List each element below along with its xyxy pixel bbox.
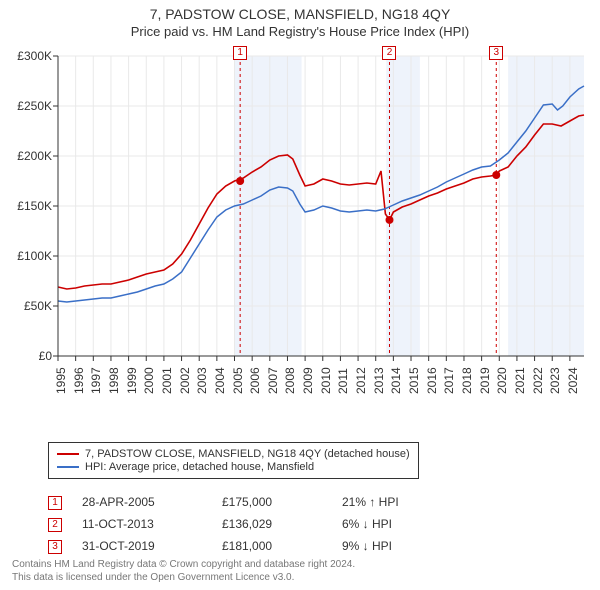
tx-price-1: £136,029 <box>222 517 342 531</box>
y-tick-5: £250K <box>2 99 52 113</box>
x-tick-2000: 2000 <box>142 367 156 394</box>
x-tick-2014: 2014 <box>389 367 403 394</box>
x-tick-2004: 2004 <box>213 367 227 394</box>
chart-area: 1995 19961997 1998 19992000 2001 20022003 2004… <box>0 48 600 408</box>
x-tick-1998: 1998 <box>107 367 121 394</box>
x-tick-2006: 2006 <box>248 367 262 394</box>
x-tick-2022: 2022 <box>531 367 545 394</box>
x-tick-1999: 1999 <box>125 367 139 394</box>
container: 7, PADSTOW CLOSE, MANSFIELD, NG18 4QY Pr… <box>0 0 600 590</box>
marker-box-1: 1 <box>233 46 247 60</box>
tx-num-2: 3 <box>48 540 62 554</box>
x-tick-2007: 2007 <box>266 367 280 394</box>
tx-price-0: £175,000 <box>222 495 342 509</box>
x-tick-2019: 2019 <box>478 367 492 394</box>
tx-row-0: 1 28-APR-2005 £175,000 21% ↑ HPI <box>48 491 442 513</box>
title-sub: Price paid vs. HM Land Registry's House … <box>0 24 600 39</box>
x-tick-2020: 2020 <box>495 367 509 394</box>
y-tick-6: £300K <box>2 49 52 63</box>
tx-date-1: 11-OCT-2013 <box>82 517 222 531</box>
legend: 7, PADSTOW CLOSE, MANSFIELD, NG18 4QY (d… <box>48 442 419 479</box>
x-tick-2024: 2024 <box>566 367 580 394</box>
x-tick-2018: 2018 <box>460 367 474 394</box>
tx-date-0: 28-APR-2005 <box>82 495 222 509</box>
tx-num-1: 2 <box>48 518 62 532</box>
x-tick-1997: 1997 <box>89 367 103 394</box>
titles: 7, PADSTOW CLOSE, MANSFIELD, NG18 4QY Pr… <box>0 0 600 39</box>
tx-date-2: 31-OCT-2019 <box>82 539 222 553</box>
x-tick-2016: 2016 <box>425 367 439 394</box>
legend-swatch-0 <box>57 453 79 455</box>
transactions-table: 1 28-APR-2005 £175,000 21% ↑ HPI 2 11-OC… <box>48 491 442 557</box>
marker-box-2: 2 <box>382 46 396 60</box>
x-tick-2011: 2011 <box>336 368 350 394</box>
marker-box-3: 3 <box>489 46 503 60</box>
tx-row-2: 3 31-OCT-2019 £181,000 9% ↓ HPI <box>48 535 442 557</box>
x-tick-2001: 2001 <box>160 367 174 394</box>
y-tick-0: £0 <box>2 349 52 363</box>
y-tick-2: £100K <box>2 249 52 263</box>
x-tick-2017: 2017 <box>442 367 456 394</box>
x-tick-2002: 2002 <box>178 367 192 394</box>
footer-line-2: This data is licensed under the Open Gov… <box>12 571 588 584</box>
x-tick-2003: 2003 <box>195 367 209 394</box>
x-tick-2010: 2010 <box>319 367 333 394</box>
y-tick-1: £50K <box>2 299 52 313</box>
x-tick-2023: 2023 <box>548 367 562 394</box>
x-tick-2005: 2005 <box>231 367 245 394</box>
tx-num-0: 1 <box>48 496 62 510</box>
legend-row-0: 7, PADSTOW CLOSE, MANSFIELD, NG18 4QY (d… <box>57 448 410 460</box>
x-tick-2008: 2008 <box>283 367 297 394</box>
x-tick-1996: 1996 <box>72 367 86 394</box>
legend-label-0: 7, PADSTOW CLOSE, MANSFIELD, NG18 4QY (d… <box>85 448 410 460</box>
tx-delta-1: 6% ↓ HPI <box>342 517 442 531</box>
y-tick-4: £200K <box>2 149 52 163</box>
tx-delta-2: 9% ↓ HPI <box>342 539 442 553</box>
tx-price-2: £181,000 <box>222 539 342 553</box>
tx-delta-0: 21% ↑ HPI <box>342 495 442 509</box>
legend-swatch-1 <box>57 466 79 468</box>
legend-label-1: HPI: Average price, detached house, Mans… <box>85 461 314 473</box>
chart-svg <box>0 48 600 408</box>
x-tick-2021: 2021 <box>513 367 527 394</box>
footer: Contains HM Land Registry data © Crown c… <box>12 558 588 584</box>
x-tick-2013: 2013 <box>372 367 386 394</box>
y-tick-3: £150K <box>2 199 52 213</box>
x-tick-1995: 1995 <box>54 367 68 394</box>
title-main: 7, PADSTOW CLOSE, MANSFIELD, NG18 4QY <box>0 6 600 22</box>
x-tick-2012: 2012 <box>354 367 368 394</box>
footer-line-1: Contains HM Land Registry data © Crown c… <box>12 558 588 571</box>
legend-row-1: HPI: Average price, detached house, Mans… <box>57 461 410 473</box>
x-tick-2009: 2009 <box>301 367 315 394</box>
tx-row-1: 2 11-OCT-2013 £136,029 6% ↓ HPI <box>48 513 442 535</box>
x-tick-2015: 2015 <box>407 367 421 394</box>
